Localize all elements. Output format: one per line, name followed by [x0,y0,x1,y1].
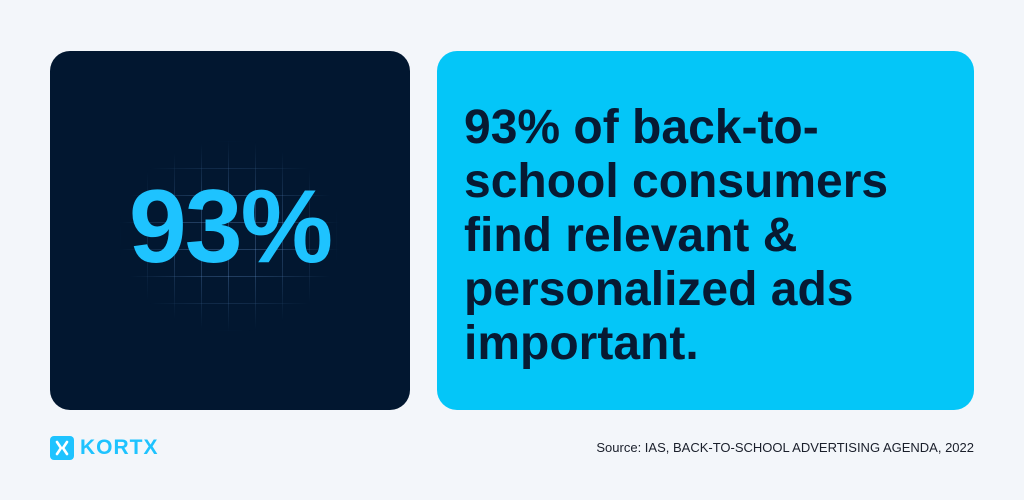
kortx-logo-icon [50,436,74,460]
grid-decoration [120,141,340,331]
brand-logo: KORTX [50,436,159,460]
big-stat-value: 93% [128,169,333,285]
stat-card: 93% [50,51,410,410]
source-citation: Source: IAS, BACK-TO-SCHOOL ADVERTISING … [596,440,974,455]
headline-card: 93% of back-to-school consumers find rel… [437,51,974,410]
brand-name: KORTX [80,436,159,459]
headline-text: 93% of back-to-school consumers find rel… [464,101,889,370]
